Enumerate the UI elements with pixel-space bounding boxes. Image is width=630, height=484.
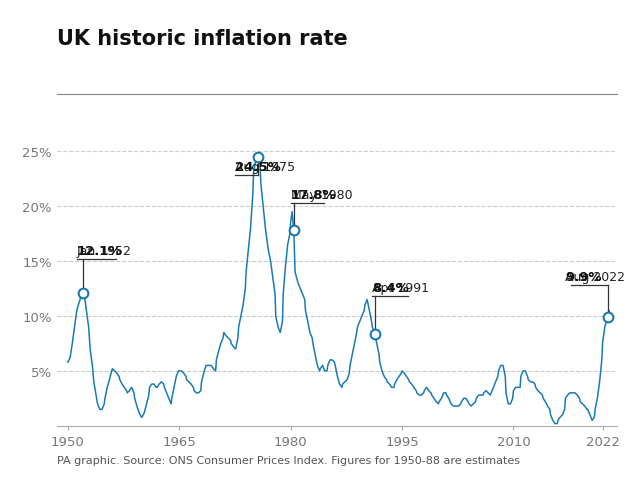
Text: 9.9%: 9.9% — [565, 256, 602, 284]
Text: May 1980: May 1980 — [290, 188, 352, 201]
Text: Aug 1975: Aug 1975 — [235, 161, 295, 174]
Text: 17.8%: 17.8% — [290, 173, 336, 201]
Text: PA graphic. Source: ONS Consumer Prices Index. Figures for 1950-88 are estimates: PA graphic. Source: ONS Consumer Prices … — [57, 454, 520, 465]
Text: Apr 1991: Apr 1991 — [372, 281, 429, 294]
Text: Jan 1952: Jan 1952 — [77, 244, 132, 257]
Text: 12.1%: 12.1% — [77, 229, 122, 257]
Text: UK historic inflation rate: UK historic inflation rate — [57, 29, 348, 49]
Text: 24.5%: 24.5% — [235, 146, 281, 174]
Text: 8.4%: 8.4% — [372, 267, 409, 294]
Text: Aug 2022: Aug 2022 — [565, 271, 626, 284]
